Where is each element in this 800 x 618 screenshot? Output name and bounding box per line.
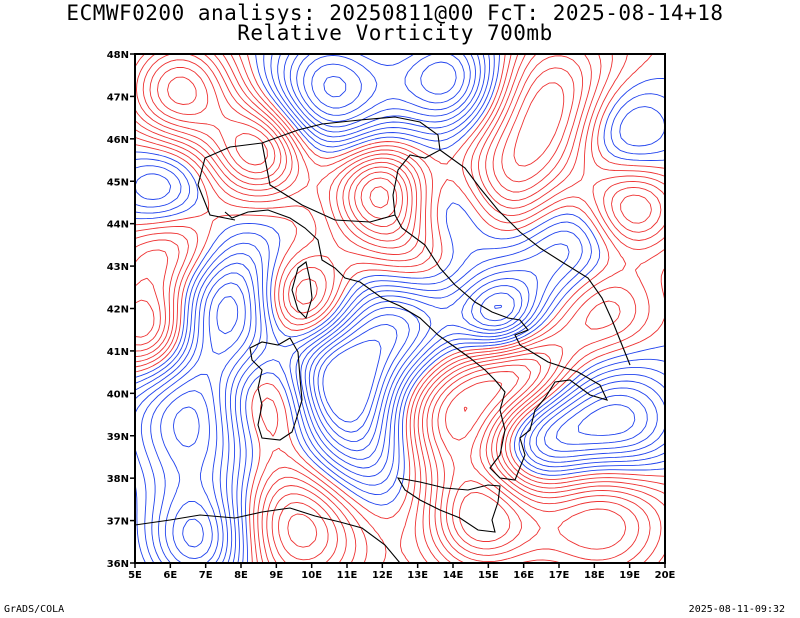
lat-tick-label: 43N — [107, 262, 129, 273]
negative-vorticity-contour — [135, 54, 665, 563]
lon-tick-label: 14E — [443, 570, 464, 581]
lon-tick-label: 12E — [372, 570, 393, 581]
lon-tick-label: 8E — [234, 570, 248, 581]
lon-tick-label: 7E — [199, 570, 213, 581]
negative-vorticity-contour — [135, 54, 665, 563]
positive-vorticity-contour — [135, 54, 640, 563]
lat-tick-label: 41N — [107, 347, 129, 358]
footer-timestamp: 2025-08-11-09:32 — [688, 604, 785, 615]
lat-tick-label: 36N — [107, 559, 129, 570]
negative-vorticity-contour — [172, 61, 503, 560]
negative-vorticity-contour — [135, 54, 665, 563]
positive-vorticity-contour — [157, 66, 522, 550]
lon-tick-label: 13E — [407, 570, 428, 581]
map-subtitle: Relative Vorticity 700mb — [237, 21, 553, 45]
lon-tick-label: 11E — [337, 570, 358, 581]
lat-tick-label: 39N — [107, 432, 129, 443]
lat-tick-label: 44N — [107, 220, 129, 231]
lat-tick-label: 47N — [107, 92, 129, 103]
negative-vorticity-contour — [135, 54, 665, 563]
positive-vorticity-contour — [167, 76, 511, 542]
footer-credit: GrADS/COLA — [4, 604, 65, 615]
lon-tick-label: 5E — [128, 570, 142, 581]
negative-vorticity-contour — [135, 54, 665, 563]
map-title: ECMWF0200 analisys: 20250811@00 FcT: 202… — [66, 1, 724, 25]
negative-vorticity-contour — [182, 75, 382, 548]
negative-vorticity-contour — [150, 54, 648, 563]
positive-vorticity-contour — [135, 54, 665, 563]
vorticity-contours — [135, 54, 665, 563]
lon-tick-label: 10E — [301, 570, 322, 581]
lat-tick-label: 45N — [107, 177, 129, 188]
lon-tick-label: 19E — [619, 570, 640, 581]
lat-tick-label: 40N — [107, 389, 129, 400]
lat-tick-label: 42N — [107, 305, 129, 316]
negative-vorticity-contour — [160, 54, 636, 563]
lon-tick-label: 17E — [549, 570, 570, 581]
negative-vorticity-contour — [140, 54, 658, 563]
lat-tick-label: 38N — [107, 474, 129, 485]
lon-tick-label: 18E — [584, 570, 605, 581]
lon-tick-label: 20E — [655, 570, 676, 581]
positive-vorticity-contour — [135, 54, 652, 563]
lon-tick-label: 15E — [478, 570, 499, 581]
positive-vorticity-contour — [135, 54, 665, 563]
lat-tick-label: 37N — [107, 517, 129, 528]
lon-tick-label: 16E — [513, 570, 534, 581]
lat-tick-label: 48N — [107, 50, 129, 61]
coastlines — [135, 116, 631, 563]
lon-tick-label: 6E — [163, 570, 177, 581]
lat-tick-label: 46N — [107, 135, 129, 146]
positive-vorticity-contour — [135, 54, 665, 563]
lon-tick-label: 9E — [269, 570, 283, 581]
positive-vorticity-contour — [135, 54, 662, 563]
map-axes: 48N 47N 46N 45N 44N 43N 42N 41N 40N 39N 38N 37N 36N5… — [107, 50, 676, 581]
positive-vorticity-contour — [149, 59, 627, 556]
